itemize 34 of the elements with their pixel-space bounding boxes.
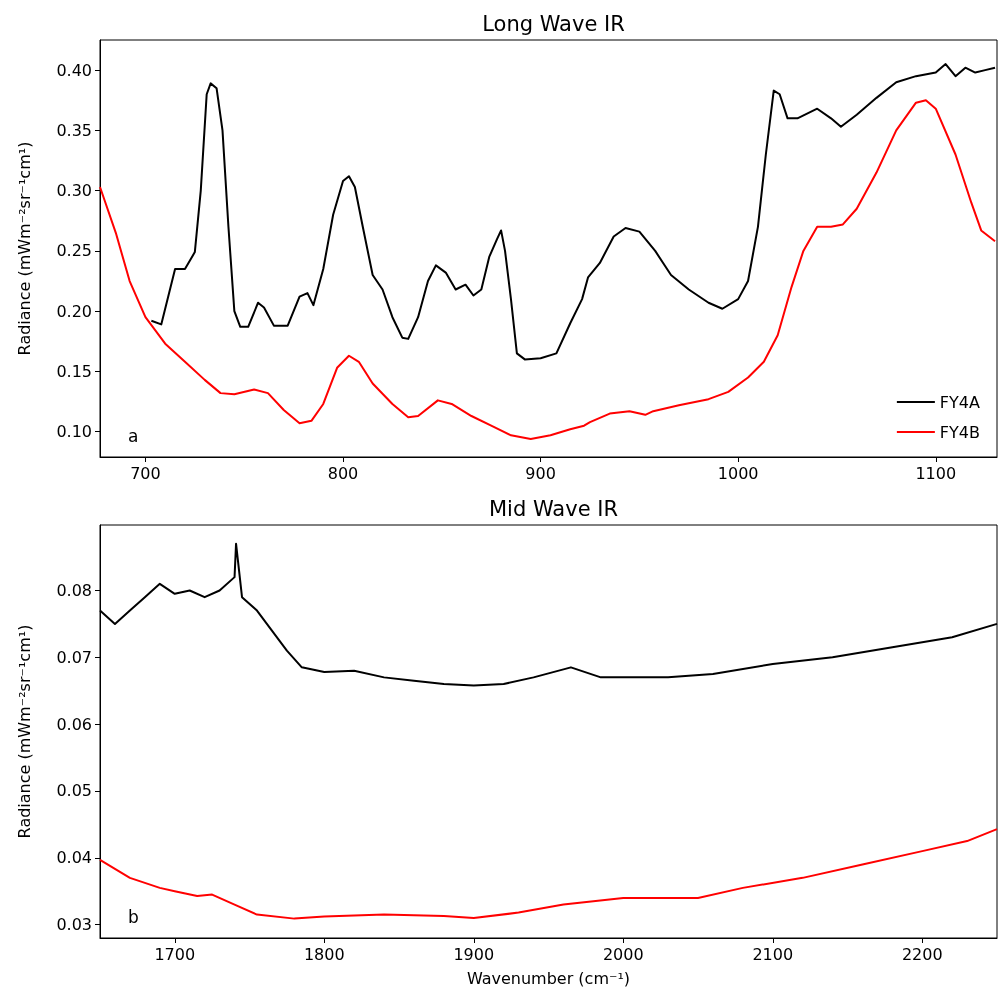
x-tick-label: 1000 bbox=[717, 463, 759, 483]
chart-title: Mid Wave IR bbox=[488, 496, 619, 521]
x-tick-label: 1700 bbox=[154, 944, 196, 964]
y-tick-label: 0.08 bbox=[56, 580, 92, 600]
line-series bbox=[99, 99, 997, 440]
x-tick-label: 800 bbox=[327, 463, 359, 483]
x-tick-label: 1800 bbox=[303, 944, 345, 964]
y-tick-label: 0.10 bbox=[56, 422, 92, 442]
x-tick-label: 1900 bbox=[453, 944, 495, 964]
y-tick-label: 0.04 bbox=[56, 848, 92, 868]
y-tick-label: 0.03 bbox=[56, 915, 92, 935]
y-tick-label: 0.25 bbox=[56, 241, 92, 261]
annotation: b bbox=[128, 906, 139, 927]
x-axis-title: Wavenumber (cm⁻¹) bbox=[466, 968, 631, 988]
y-tick-label: 0.07 bbox=[56, 647, 92, 667]
legend-label: FY4A bbox=[939, 392, 981, 412]
y-tick-label: 0.35 bbox=[56, 120, 92, 140]
y-axis-title: Radiance (mWm⁻²sr⁻¹cm¹) bbox=[14, 141, 34, 356]
y-tick-label: 0.30 bbox=[56, 181, 92, 201]
x-tick-label: 2000 bbox=[602, 944, 644, 964]
y-tick-label: 0.05 bbox=[56, 781, 92, 801]
annotation: a bbox=[128, 425, 139, 446]
y-axis-title: Radiance (mWm⁻²sr⁻¹cm¹) bbox=[14, 624, 34, 839]
legend-label: FY4B bbox=[939, 422, 981, 442]
y-tick-label: 0.15 bbox=[56, 361, 92, 381]
x-tick-label: 2200 bbox=[901, 944, 943, 964]
y-tick-label: 0.06 bbox=[56, 714, 92, 734]
y-tick-label: 0.20 bbox=[56, 301, 92, 321]
y-tick-label: 0.40 bbox=[56, 60, 92, 80]
x-tick-label: 900 bbox=[525, 463, 556, 483]
x-tick-label: 2100 bbox=[752, 944, 794, 964]
chart-title: Long Wave IR bbox=[482, 11, 625, 36]
x-tick-label: 700 bbox=[130, 463, 161, 483]
x-tick-label: 1100 bbox=[915, 463, 957, 483]
